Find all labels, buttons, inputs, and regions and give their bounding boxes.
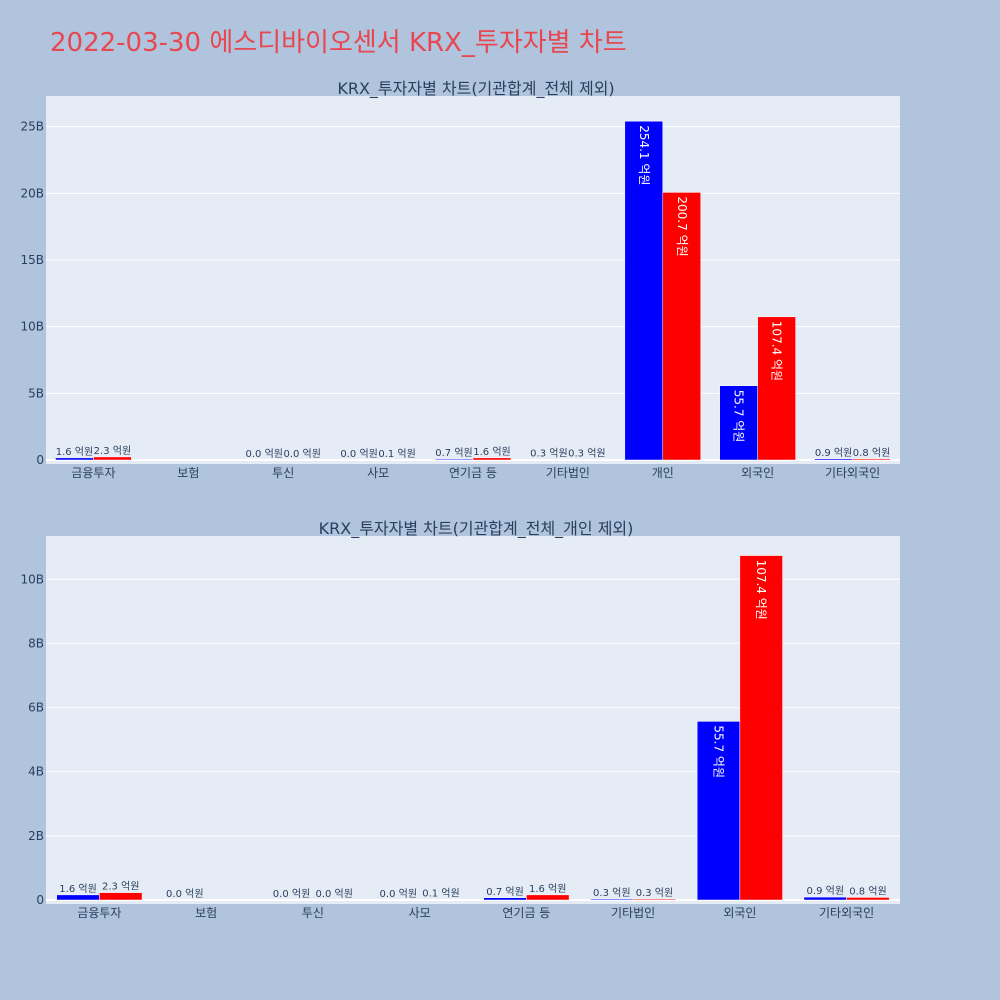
- data-label: 0.3 억원: [636, 887, 673, 899]
- data-label: 200.7 억원: [675, 196, 689, 256]
- data-label: 1.6 억원: [56, 446, 93, 458]
- data-label: 0.3 억원: [530, 448, 567, 460]
- bar: [419, 899, 463, 901]
- y-tick-label: 5B: [28, 386, 44, 400]
- x-tick-label: 기타법인: [546, 466, 590, 480]
- bar: [803, 896, 847, 901]
- data-label: 107.4 억원: [770, 321, 784, 381]
- chart-investor-all: KRX_투자자별 차트(기관합계_전체 제외) 0 5B 10B 15B 20B 25B 금융…: [20, 79, 900, 480]
- x-tick-label: 연기금 등: [449, 466, 497, 480]
- chart-subtitle: KRX_투자자별 차트(기관합계_전체 제외): [337, 79, 614, 99]
- x-tick-label: 기타외국인: [819, 906, 874, 920]
- bar: [282, 459, 322, 461]
- data-label: 107.4 억원: [754, 560, 768, 620]
- y-tick-label: 20B: [20, 186, 44, 200]
- bar: [696, 721, 741, 901]
- x-tick-label: 금융투자: [71, 466, 115, 480]
- data-label: 0.1 억원: [422, 888, 459, 900]
- y-tick-label: 2B: [28, 829, 44, 843]
- bar: [93, 456, 132, 461]
- bar: [632, 898, 677, 901]
- data-label: 0.0 억원: [315, 888, 352, 900]
- bar: [846, 897, 890, 901]
- data-label: 0.7 억원: [486, 886, 523, 898]
- y-tick-label: 4B: [28, 765, 44, 779]
- y-tick-label: 8B: [28, 636, 44, 650]
- chart-subtitle: KRX_투자자별 차트(기관합계_전체_개인 제외): [319, 519, 634, 539]
- y-tick-label: 10B: [20, 572, 44, 586]
- bar: [567, 459, 607, 461]
- y-tick-label: 25B: [20, 120, 44, 134]
- x-tick-label: 개인: [652, 466, 674, 480]
- bar: [99, 892, 143, 901]
- y-tick-label: 0: [36, 453, 44, 467]
- data-label: 1.6 억원: [529, 883, 566, 895]
- bar: [163, 899, 207, 901]
- y-tick-label: 10B: [20, 320, 44, 334]
- x-tick-label: 외국인: [741, 466, 774, 480]
- bar: [719, 385, 758, 461]
- bar: [662, 192, 701, 461]
- y-tick-label: 6B: [28, 701, 44, 715]
- bar: [472, 457, 512, 461]
- y-tick-label: 15B: [20, 253, 44, 267]
- x-tick-label: 기타법인: [611, 906, 655, 920]
- data-label: 0.3 억원: [568, 448, 605, 460]
- bar: [56, 894, 100, 901]
- bar: [624, 120, 664, 461]
- data-label: 0.0 억원: [340, 448, 377, 460]
- x-tick-label: 기타외국인: [825, 466, 880, 480]
- data-label: 2.3 억원: [102, 881, 139, 893]
- x-tick-label: 보험: [177, 466, 199, 480]
- bar: [590, 898, 634, 901]
- data-label: 0.7 억원: [435, 447, 472, 459]
- data-label: 0.1 억원: [378, 448, 415, 460]
- data-label: 1.6 억원: [473, 446, 510, 458]
- bar: [377, 459, 417, 461]
- x-tick-label: 외국인: [723, 906, 756, 920]
- x-tick-label: 연기금 등: [502, 906, 550, 920]
- data-label: 254.1 억원: [637, 125, 651, 185]
- bar: [312, 899, 356, 901]
- data-label: 0.9 억원: [807, 885, 844, 897]
- data-label: 0.3 억원: [593, 887, 630, 899]
- data-label: 0.0 억원: [246, 448, 283, 460]
- x-tick-label: 금융투자: [77, 906, 121, 920]
- x-tick-label: 사모: [367, 466, 389, 480]
- y-tick-label: 0: [36, 893, 44, 907]
- bar: [757, 316, 796, 461]
- x-tick-label: 사모: [409, 906, 431, 920]
- data-label: 0.0 억원: [283, 448, 320, 460]
- data-label: 55.7 억원: [712, 725, 726, 778]
- x-tick-label: 보험: [195, 906, 217, 920]
- x-tick-label: 투신: [302, 906, 324, 920]
- data-label: 55.7 억원: [732, 390, 746, 443]
- bar: [739, 555, 783, 901]
- chart-investor-excl-individual: KRX_투자자별 차트(기관합계_전체_개인 제외) 0 2B 4B 6B 8B 10B 금융…: [20, 519, 900, 920]
- data-label: 0.0 억원: [380, 888, 417, 900]
- page-title: 2022-03-30 에스디바이오센서 KRX_투자자별 차트: [50, 28, 627, 58]
- x-tick-label: 투신: [272, 466, 294, 480]
- data-label: 0.0 억원: [166, 888, 203, 900]
- data-label: 0.8 억원: [853, 447, 890, 459]
- data-label: 2.3 억원: [94, 445, 131, 457]
- data-label: 0.8 억원: [849, 885, 886, 897]
- bar: [526, 894, 570, 901]
- data-label: 0.9 억원: [815, 447, 852, 459]
- bar: [483, 897, 527, 901]
- data-label: 1.6 억원: [59, 883, 96, 895]
- data-label: 0.0 억원: [273, 888, 310, 900]
- bar: [852, 458, 891, 461]
